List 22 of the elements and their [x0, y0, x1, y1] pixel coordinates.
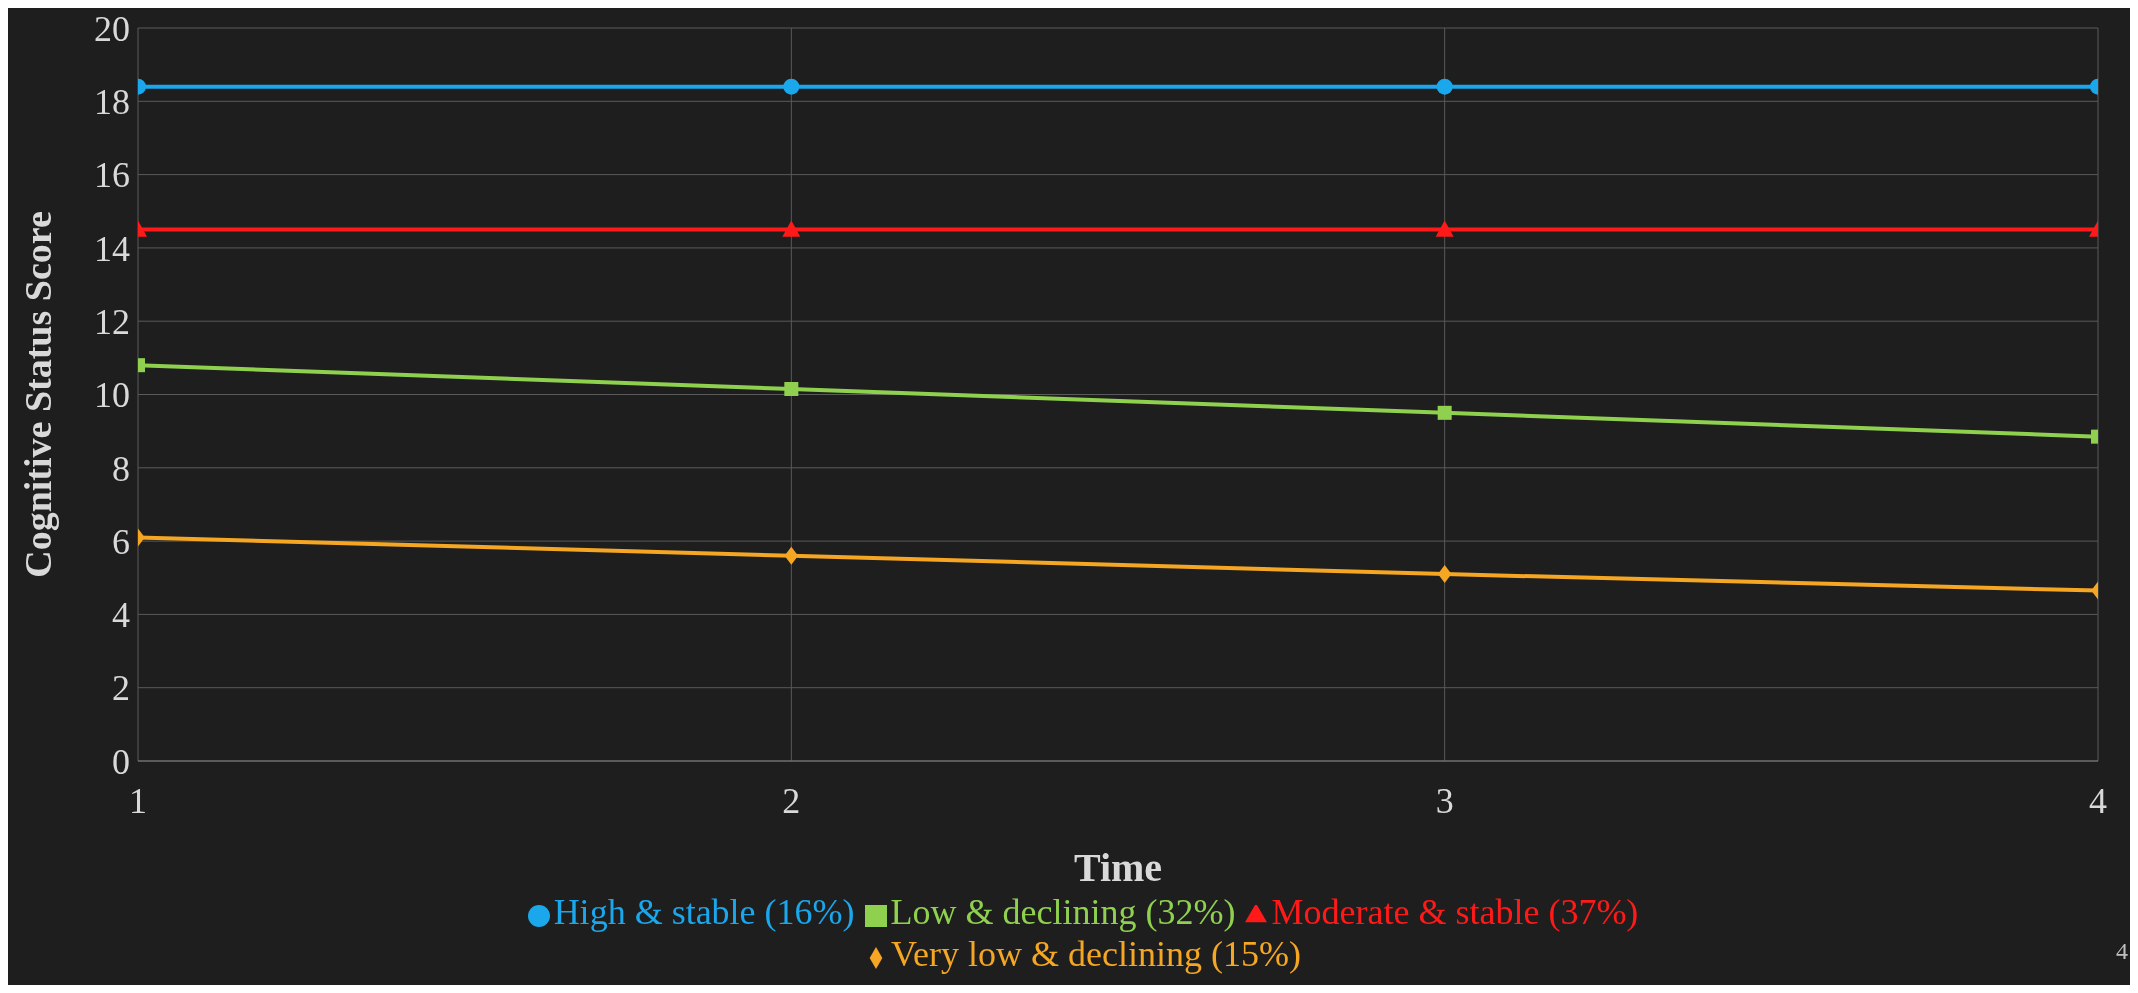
legend-label: Moderate & stable (37%) — [1271, 892, 1639, 932]
y-tick-label: 10 — [94, 375, 130, 416]
y-axis-title: Cognitive Status Score — [17, 211, 60, 578]
y-tick-label: 14 — [94, 228, 130, 269]
y-tick-label: 4 — [112, 595, 130, 636]
x-tick-label: 4 — [2089, 780, 2107, 821]
y-tick-label: 20 — [94, 8, 130, 49]
legend-label: High & stable (16%) — [553, 892, 855, 932]
y-tick-label: 12 — [94, 301, 130, 342]
text: 4 — [2116, 938, 2128, 965]
legend-label: Low & declining (32%) — [890, 892, 1236, 932]
x-tick-label: 3 — [1435, 780, 1454, 821]
x-tick-label: 1 — [129, 780, 147, 821]
y-tick-label: 18 — [94, 82, 130, 123]
y-tick-label: 2 — [112, 668, 130, 709]
y-tick-label: 6 — [112, 521, 130, 562]
y-tick-label: 8 — [112, 448, 130, 489]
y-tick-label: 0 — [112, 741, 130, 782]
x-tick-label: 2 — [782, 780, 801, 821]
x-axis-title: Time — [1073, 845, 1163, 890]
y-tick-label: 16 — [94, 155, 130, 196]
legend-label: Very low & declining (15%) — [891, 934, 1301, 974]
